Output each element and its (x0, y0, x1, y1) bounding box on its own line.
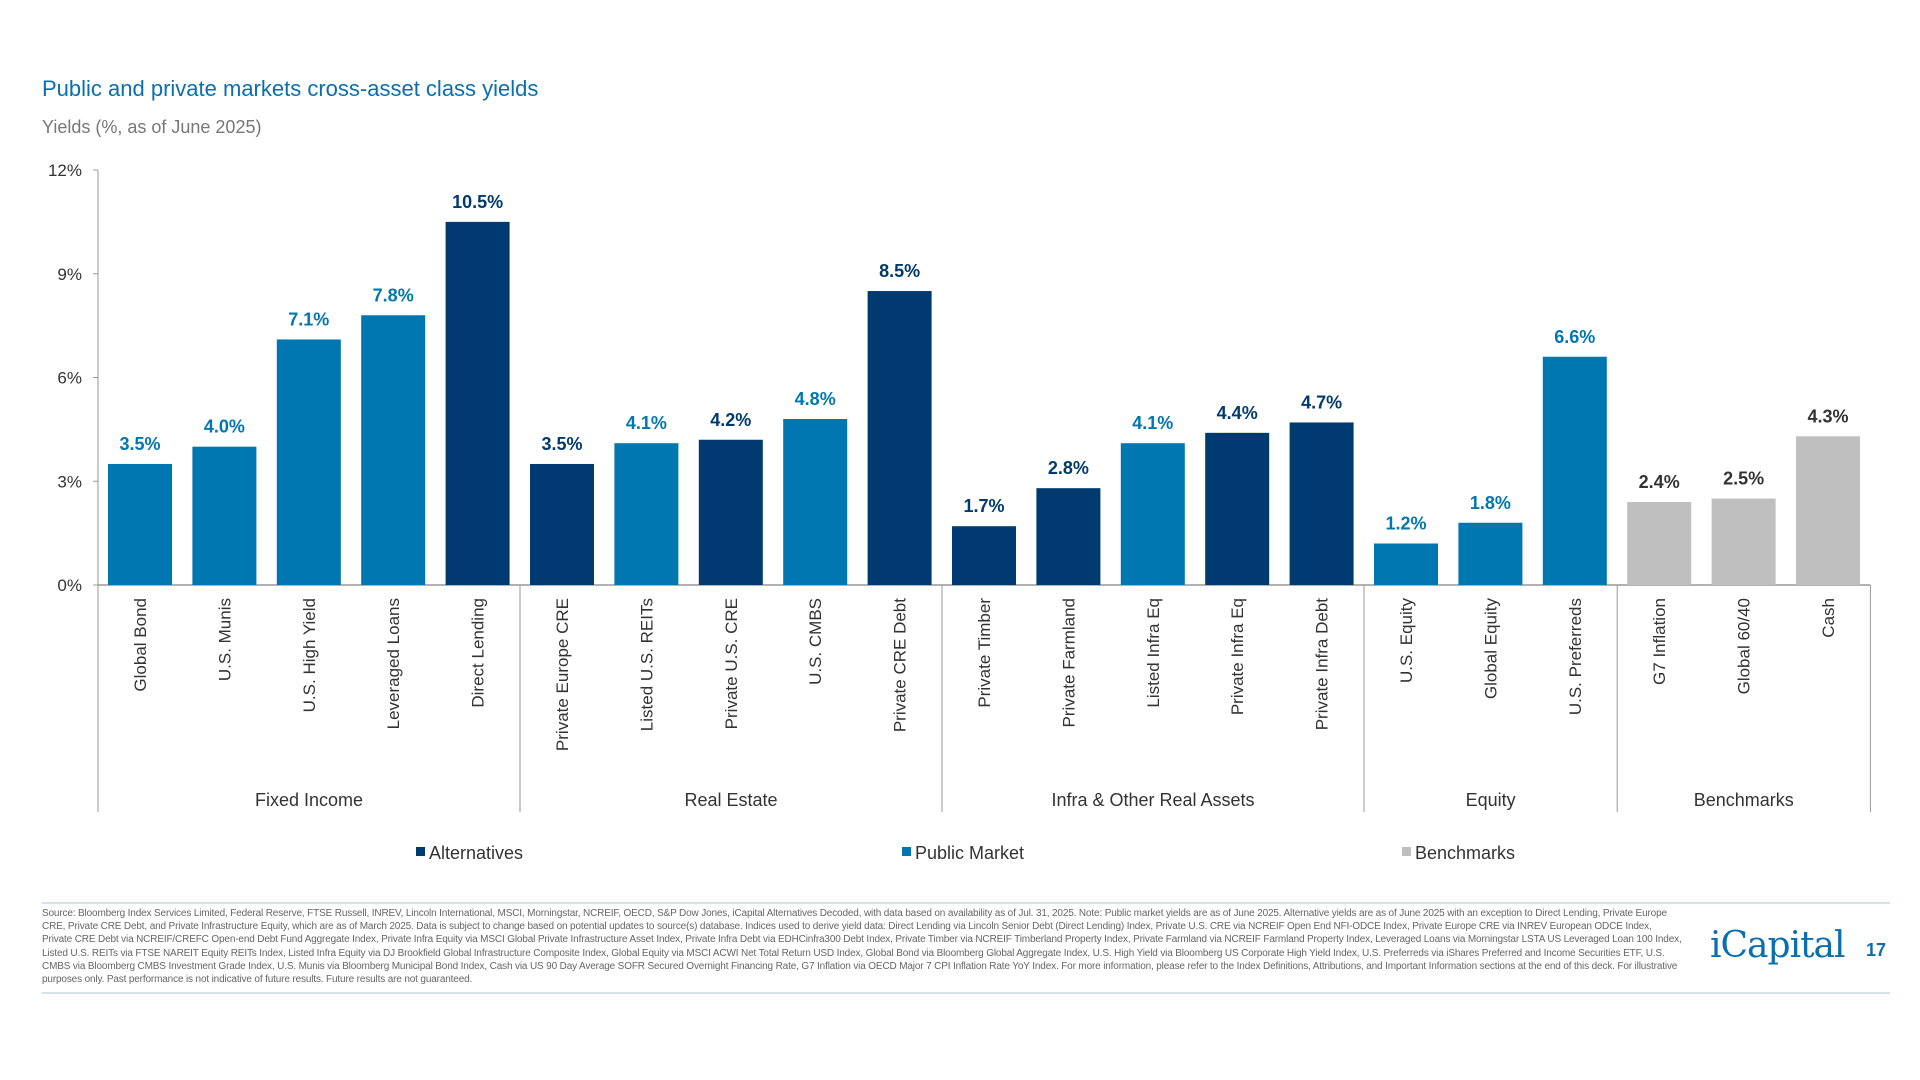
group-label: Equity (1466, 790, 1516, 810)
data-label: 2.5% (1723, 469, 1764, 489)
y-tick-label: 6% (57, 369, 82, 388)
legend-swatch (1402, 847, 1411, 856)
chart-subtitle: Yields (%, as of June 2025) (42, 117, 262, 137)
category-label: Private CRE Debt (891, 598, 910, 732)
category-label: U.S. High Yield (300, 598, 319, 712)
bar-leveraged-loans (361, 315, 426, 585)
category-label: Cash (1819, 598, 1838, 638)
category-label: G7 Inflation (1650, 598, 1669, 685)
footer-divider-top (42, 902, 1890, 904)
y-tick-label: 12% (48, 161, 82, 180)
data-label: 7.1% (288, 309, 329, 329)
data-label: 4.1% (1132, 413, 1173, 433)
category-label: Listed U.S. REITs (637, 598, 656, 731)
data-label: 2.8% (1048, 458, 1089, 478)
category-label: Private Timber (975, 598, 994, 708)
bar-global-equity (1458, 522, 1523, 585)
icapital-logo: iCapital (1710, 925, 1846, 966)
data-label: 8.5% (879, 261, 920, 281)
bar-direct-lending (445, 221, 510, 585)
y-tick-label: 0% (57, 576, 82, 595)
legend-label: Public Market (915, 843, 1024, 863)
category-label: U.S. Preferreds (1566, 598, 1585, 715)
bar-g7-inflation (1627, 502, 1692, 585)
y-tick-label: 3% (57, 472, 82, 491)
category-label: Global Equity (1481, 598, 1500, 700)
data-label: 1.7% (963, 496, 1004, 516)
category-label: Private Farmland (1059, 598, 1078, 727)
category-label: Global Bond (131, 598, 150, 692)
group-label: Real Estate (684, 790, 777, 810)
bar-chart: 0% 3% 6% 9% 12% 3.5% Global Bond 4.0% U.S. Munis… (48, 161, 1871, 863)
bar-global-bond (108, 463, 172, 585)
bar-u-s-preferreds (1542, 356, 1607, 585)
data-label: 4.4% (1217, 403, 1258, 423)
data-label: 3.5% (541, 434, 582, 454)
bar-cash (1796, 436, 1860, 585)
category-label: Global 60/40 (1735, 598, 1754, 694)
bar-u-s-equity (1374, 543, 1438, 585)
data-label: 6.6% (1554, 327, 1595, 347)
data-label: 3.5% (119, 434, 160, 454)
group-label: Infra & Other Real Assets (1051, 790, 1254, 810)
bar-listed-u-s-reits (614, 443, 679, 585)
data-label: 4.2% (710, 410, 751, 430)
category-label: Direct Lending (469, 598, 488, 708)
data-label: 4.8% (795, 389, 836, 409)
category-label: Private Europe CRE (553, 598, 572, 751)
bar-private-timber (952, 526, 1016, 585)
bar-listed-infra-eq (1120, 443, 1185, 585)
data-label: 4.0% (204, 417, 245, 437)
y-tick-label: 9% (57, 265, 82, 284)
legend-swatch (902, 847, 911, 856)
bar-u-s-cmbs (783, 419, 848, 585)
legend-swatch (416, 847, 425, 856)
category-label: Private Infra Debt (1313, 598, 1332, 731)
bar-u-s-high-yield (276, 339, 341, 585)
category-label: Leveraged Loans (384, 598, 403, 729)
group-label: Benchmarks (1694, 790, 1794, 810)
footer-divider-bottom (42, 992, 1890, 994)
legend-label: Benchmarks (1415, 843, 1515, 863)
data-label: 4.3% (1807, 406, 1848, 426)
legend-label: Alternatives (429, 843, 523, 863)
bar-private-infra-debt (1289, 422, 1354, 585)
data-label: 1.2% (1385, 514, 1426, 534)
bar-private-u-s-cre (698, 439, 763, 585)
bar-private-infra-eq (1205, 432, 1270, 585)
data-label: 7.8% (373, 285, 414, 305)
group-label: Fixed Income (255, 790, 363, 810)
data-label: 10.5% (452, 192, 503, 212)
category-label: U.S. CMBS (806, 598, 825, 685)
data-label: 4.7% (1301, 392, 1342, 412)
category-label: Private Infra Eq (1228, 598, 1247, 715)
category-label: Private U.S. CRE (722, 598, 741, 729)
data-label: 2.4% (1639, 472, 1680, 492)
data-label: 4.1% (626, 413, 667, 433)
bar-u-s-munis (192, 446, 257, 585)
category-label: U.S. Munis (215, 598, 234, 681)
category-label: U.S. Equity (1397, 598, 1416, 684)
bar-private-farmland (1036, 488, 1101, 585)
category-label: Listed Infra Eq (1144, 598, 1163, 708)
bar-private-europe-cre (530, 463, 594, 585)
bar-private-cre-debt (867, 291, 932, 585)
source-footnote: Source: Bloomberg Index Services Limited… (42, 908, 1682, 986)
data-label: 1.8% (1470, 493, 1511, 513)
bar-global-60-40 (1711, 498, 1776, 585)
page-number: 17 (1866, 940, 1887, 960)
chart-title: Public and private markets cross-asset c… (42, 76, 539, 101)
